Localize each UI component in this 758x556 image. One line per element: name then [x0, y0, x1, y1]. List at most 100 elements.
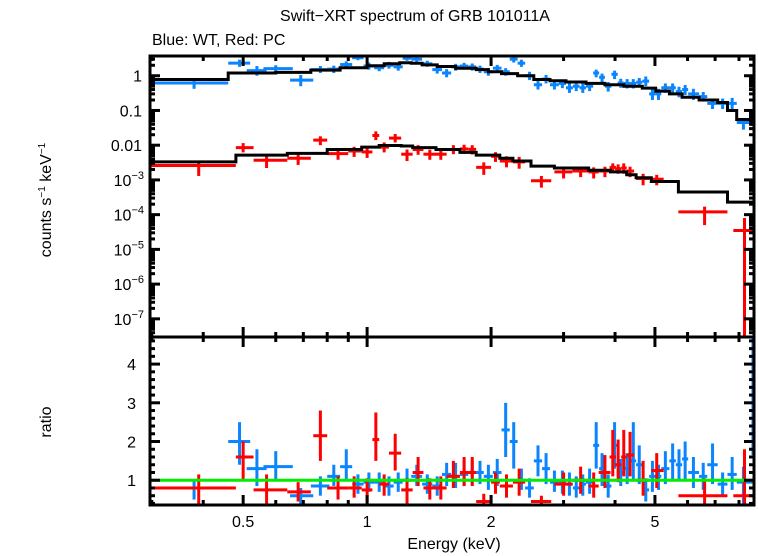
ratio-point-wt: [340, 449, 353, 481]
plot-frame: [148, 54, 756, 507]
ratio-point-pc: [588, 472, 599, 498]
y-tick-label: 0.01: [111, 138, 142, 155]
ratio-point-wt: [533, 445, 543, 477]
ratio-point-pc: [401, 478, 413, 504]
y-axis-label-spectrum: counts s−1 keV−1: [37, 142, 55, 257]
spectrum-point-pc: [313, 136, 328, 146]
ratio-point-wt: [509, 422, 518, 469]
ratio-point-wt: [675, 449, 683, 481]
spectrum-point-wt: [727, 97, 737, 111]
x-tick-label: 0.5: [232, 514, 254, 531]
spectrum-point-wt: [290, 74, 314, 87]
ratio-point-wt: [263, 451, 293, 481]
model-line-pc: [150, 144, 754, 204]
spectrum-point-wt: [441, 69, 452, 78]
spectrum-point-pc: [372, 131, 380, 141]
chart-subtitle: Blue: WT, Red: PC: [152, 32, 285, 49]
spectrum-point-wt: [593, 69, 600, 78]
ratio-point-wt: [669, 443, 676, 481]
ratio-point-wt: [374, 472, 385, 492]
spectrum-point-pc: [253, 155, 288, 169]
spectrum-point-pc: [733, 218, 754, 337]
spectrum-point-pc: [423, 149, 437, 160]
ratio-point-pc: [499, 474, 513, 498]
y-tick-label: 10−4: [114, 205, 144, 225]
y-tick-label: 10−7: [114, 309, 144, 329]
ratio-tick-label: 1: [127, 473, 136, 490]
spectrum-point-wt: [228, 59, 251, 67]
y-tick-label: 10−5: [114, 239, 144, 259]
spectrum-point-pc: [235, 143, 254, 153]
spectrum-point-pc: [598, 166, 611, 178]
spectrum-point-wt: [572, 82, 580, 92]
spectrum-point-wt: [517, 59, 526, 67]
ratio-point-wt: [682, 441, 689, 481]
y-tick-label: 1: [133, 69, 142, 86]
spectrum-point-pc: [678, 206, 728, 226]
ratio-point-wt: [661, 451, 670, 485]
ratio-point-pc: [598, 455, 611, 488]
ratio-point-pc: [512, 468, 526, 496]
ratio-point-wt: [717, 472, 728, 496]
spectrum-point-wt: [579, 83, 586, 93]
ratio-point-pc: [423, 478, 437, 500]
ratio-point-pc: [621, 429, 627, 477]
spectrum-point-pc: [530, 175, 552, 188]
ratio-point-wt: [649, 460, 656, 492]
model-line-wt: [150, 61, 754, 126]
ratio-point-pc: [554, 472, 573, 496]
ratio-point-pc: [379, 474, 389, 496]
ratio-data-layer: [150, 337, 755, 505]
spectrum-point-wt: [533, 80, 543, 90]
ratio-tick-label: 4: [127, 357, 136, 374]
ratio-tick-label: 2: [127, 435, 136, 452]
ratio-point-pc: [313, 410, 328, 461]
spectrum-point-wt: [682, 85, 689, 95]
spectrum-point-wt: [599, 73, 605, 83]
ratio-point-wt: [483, 464, 493, 490]
ratio-point-pc: [651, 453, 664, 488]
ratio-point-pc: [678, 478, 728, 505]
spectrum-point-wt: [669, 83, 676, 93]
spectrum-point-wt: [611, 70, 618, 80]
ratio-point-pc: [235, 441, 254, 481]
spectrum-point-pc: [512, 156, 526, 169]
spectrum-point-wt: [565, 83, 573, 93]
ratio-point-pc: [626, 431, 635, 477]
spectrum-data-layer: [150, 56, 755, 337]
y-tick-label: 0.1: [120, 103, 142, 120]
ratio-point-wt: [393, 472, 403, 492]
spectrum-point-pc: [150, 161, 236, 176]
spectrum-point-pc: [476, 162, 492, 175]
chart-title: Swift−XRT spectrum of GRB 101011A: [280, 8, 550, 25]
ratio-point-pc: [476, 493, 492, 505]
spectrum-point-pc: [436, 149, 447, 160]
ratio-point-wt: [593, 422, 600, 469]
spectrum-point-pc: [327, 149, 349, 160]
spectrum-point-wt: [642, 76, 650, 87]
ratio-point-pc: [388, 433, 402, 471]
ratio-point-wt: [441, 462, 452, 487]
spectrum-point-pc: [388, 134, 402, 143]
ratio-point-pc: [491, 472, 500, 494]
spectrum-point-pc: [361, 147, 373, 158]
spectrum-point-pc: [401, 149, 413, 162]
ratio-point-pc: [372, 412, 380, 461]
y-tick-label: 10−6: [114, 274, 144, 294]
ratio-point-wt: [688, 457, 700, 488]
x-tick-label: 1: [363, 514, 372, 531]
x-tick-label: 5: [650, 514, 659, 531]
y-axis-label-ratio: ratio: [38, 406, 55, 437]
ratio-tick-label: 3: [127, 396, 136, 413]
ratio-point-wt: [636, 445, 643, 485]
ratio-point-wt: [150, 480, 229, 500]
ratio-point-pc: [609, 429, 616, 477]
y-tick-label: 10−3: [114, 170, 144, 190]
ratio-point-wt: [501, 402, 510, 457]
spectrum-point-wt: [675, 86, 683, 98]
ratio-point-pc: [287, 482, 311, 502]
spectrum-point-wt: [263, 65, 293, 72]
spectrum-series-pc: [150, 131, 754, 337]
spectrum-point-pc: [287, 154, 311, 165]
